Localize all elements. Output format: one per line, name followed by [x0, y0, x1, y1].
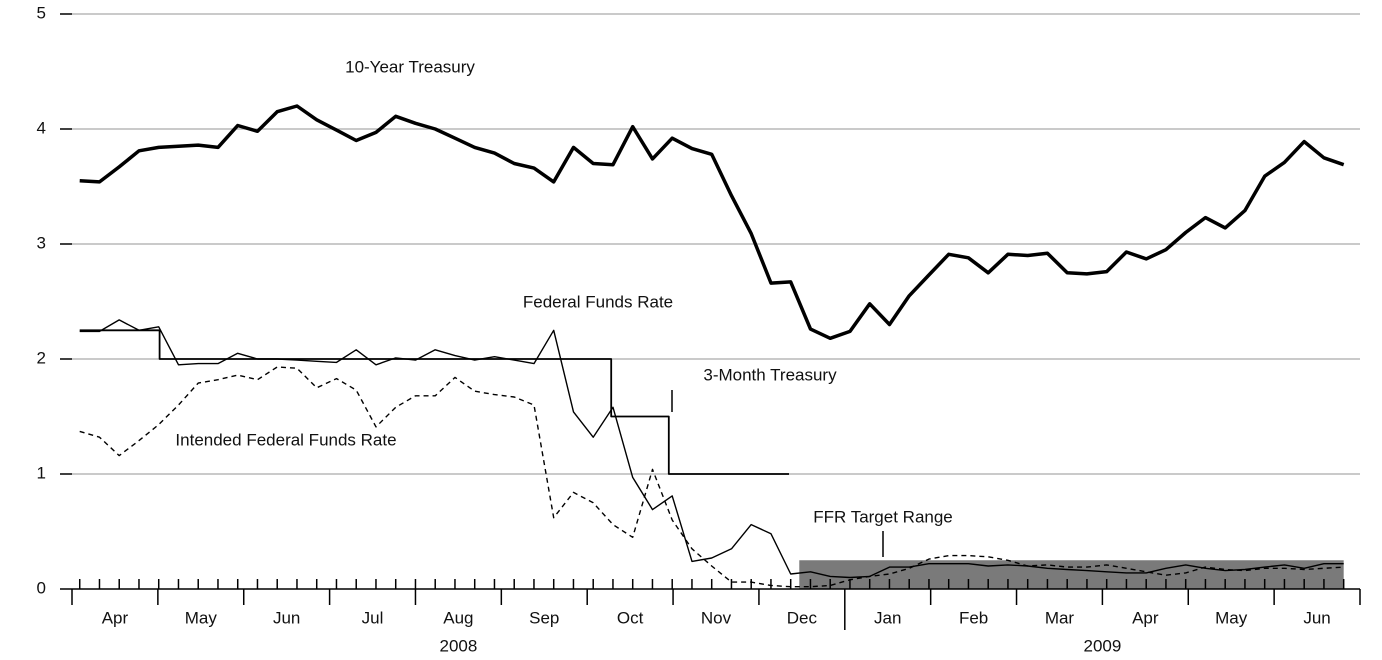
series-line	[79, 366, 1344, 588]
x-tick-label: Nov	[701, 608, 732, 627]
series-line	[79, 329, 789, 475]
x-tick-label: Jun	[1303, 608, 1330, 627]
x-tick-label: Dec	[787, 608, 818, 627]
target-range	[799, 560, 1344, 589]
x-tick-label: May	[185, 608, 218, 627]
series-line	[79, 104, 1345, 341]
y-tick-label: 5	[37, 3, 46, 22]
x-tick-label: Sep	[529, 608, 559, 627]
x-tick-label: Feb	[959, 608, 988, 627]
y-tick-label: 1	[37, 463, 46, 482]
x-tick-label: May	[1215, 608, 1248, 627]
series-label: Federal Funds Rate	[523, 292, 673, 311]
year-label: 2009	[1083, 636, 1121, 655]
x-tick-label: Jun	[273, 608, 300, 627]
year-label: 2008	[439, 636, 477, 655]
series-label: Intended Federal Funds Rate	[175, 430, 396, 449]
x-tick-label: Mar	[1045, 608, 1075, 627]
x-tick-label: Oct	[617, 608, 644, 627]
x-tick-label: Apr	[1132, 608, 1159, 627]
x-tick-label: Aug	[443, 608, 473, 627]
x-tick-label: Jan	[874, 608, 901, 627]
series-label: 3-Month Treasury	[703, 365, 837, 384]
x-tick-label: Jul	[362, 608, 384, 627]
y-tick-label: 2	[37, 348, 46, 367]
x-tick-label: Apr	[102, 608, 129, 627]
y-tick-label: 0	[37, 578, 46, 597]
y-tick-label: 3	[37, 233, 46, 252]
range-label: FFR Target Range	[813, 507, 953, 526]
y-tick-label: 4	[37, 118, 46, 137]
series-label: 10-Year Treasury	[345, 57, 475, 76]
